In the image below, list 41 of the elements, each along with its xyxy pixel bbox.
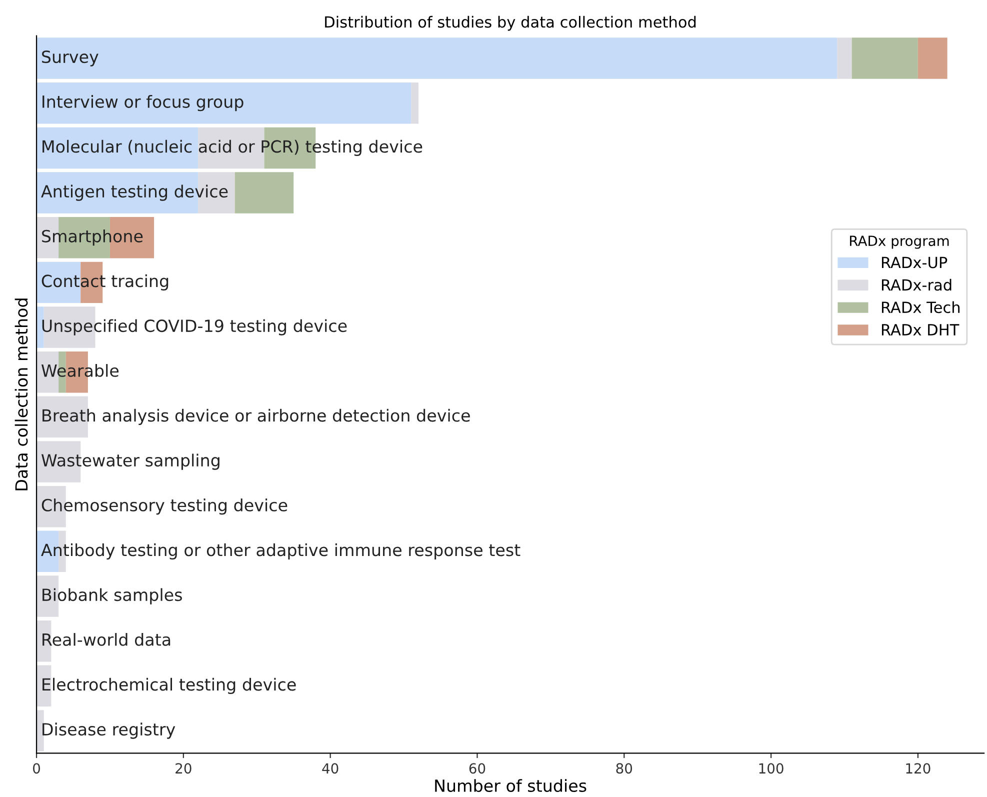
x-tick-label: 120: [906, 763, 930, 774]
y-tick-label: Breath analysis device or airborne detection device: [42, 408, 470, 425]
legend-label: RADx Tech: [882, 301, 960, 314]
bar: [411, 82, 418, 124]
x-tick-label: 0: [33, 763, 40, 774]
bar: [36, 127, 198, 169]
y-tick-label: Survey: [42, 50, 98, 66]
y-tick-label: Wastewater sampling: [41, 454, 220, 470]
bar: [918, 38, 948, 79]
y-tick-label: Contact tracing: [42, 274, 168, 290]
y-tick-label: Electrochemical testing device: [42, 678, 296, 694]
y-tick-label: Biobank samples: [42, 588, 182, 604]
x-tick-label: 80: [616, 763, 632, 774]
y-tick-label: Real-world data: [42, 633, 170, 646]
bar: [234, 172, 294, 214]
y-tick-label: Antigen testing device: [41, 184, 228, 201]
x-tick-label: 100: [759, 763, 784, 774]
y-tick-label: Antibody testing or other adaptive immune response test: [41, 543, 520, 560]
x-tick-label: 40: [322, 763, 338, 774]
y-tick-label: Unspecified COVID-19 testing device: [42, 319, 347, 336]
y-tick-label: Molecular (nucleic acid or PCR) testing device: [42, 140, 422, 156]
legend-label: RADx-UP: [882, 256, 948, 268]
bar: [36, 82, 412, 124]
y-tick-label: Chemosensory testing device: [42, 498, 288, 515]
x-axis-title: Number of studies: [435, 779, 586, 792]
bar: [36, 710, 44, 752]
bar: [36, 306, 44, 348]
chart-title: Distribution of studies by data collection method: [325, 16, 696, 31]
y-tick-label: Disease registry: [42, 722, 176, 739]
legend-title: RADx program: [850, 236, 949, 249]
y-tick-label: Smartphone: [42, 230, 143, 246]
y-tick-label: Wearable: [41, 364, 119, 377]
y-tick-label: Interview or focus group: [42, 95, 244, 112]
x-tick-label: 60: [469, 763, 486, 774]
x-tick-label: 20: [176, 763, 192, 774]
legend-label: RADx-rad: [882, 278, 952, 291]
y-axis-title: Data collection method: [14, 298, 28, 490]
bar: [36, 38, 838, 79]
bar: [837, 38, 852, 79]
legend-label: RADx DHT: [882, 324, 960, 336]
bar: [852, 38, 918, 79]
